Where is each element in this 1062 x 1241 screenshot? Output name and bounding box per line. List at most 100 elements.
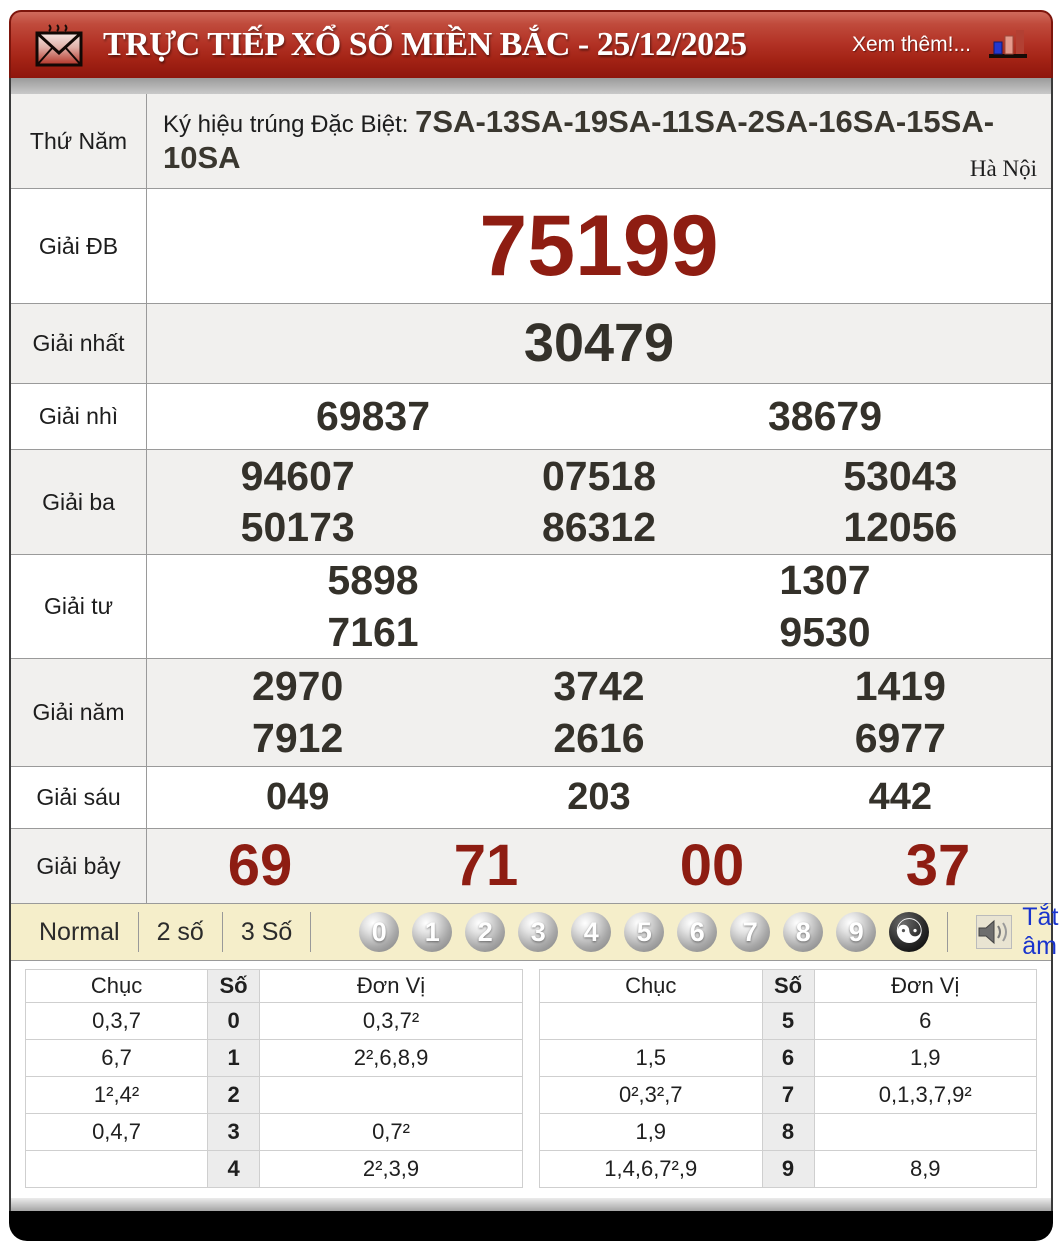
special-sign-row: Thứ Năm Ký hiệu trúng Đặc Biệt: 7SA-13SA… [11,94,1051,189]
ball-3[interactable]: 3 [518,912,559,952]
col-header-tens: Chục [539,969,763,1003]
units-cell: 0,3,7² [259,1002,523,1040]
table-row: 1,9 8 [539,1113,1037,1151]
special-sign-codes: 7SA-13SA-19SA-11SA-2SA-16SA-15SA-10SA [163,104,995,175]
digit-cell: 9 [761,1150,815,1188]
prize-number: 69 [227,832,293,898]
prize-row-second: Giải nhì 69837 38679 [11,384,1051,450]
see-more-link[interactable]: Xem thêm!... [851,33,971,56]
digit-cell: 0 [207,1002,261,1040]
lottery-widget: TRỰC TIẾP XỔ SỐ MIỀN BẮC - 25/12/2025 Xe… [9,10,1058,1241]
col-header-units: Đơn Vị [259,969,523,1003]
mode-3-digits[interactable]: 3 Số [240,917,293,946]
prize-number: 2616 [553,714,645,761]
region-label: Hà Nội [969,156,1037,181]
ball-7[interactable]: 7 [730,912,771,952]
prize-number: 6977 [854,714,946,761]
table-row: 0,4,7 3 0,7² [24,1113,523,1151]
prize-number: 69837 [315,392,430,439]
prize-number: 049 [265,775,330,818]
tens-cell: 0,4,7 [24,1113,209,1151]
bar-chart-icon[interactable] [987,27,1029,63]
separator [137,912,139,952]
prize-number: 1307 [779,557,871,604]
prize-number: 7161 [327,608,419,655]
digit-cell: 3 [207,1113,261,1151]
tens-cell: 1,4,6,7²,9 [539,1150,763,1188]
units-cell: 0,7² [259,1113,523,1151]
col-header-tens: Chục [24,969,209,1003]
table-row: 0,3,7 0 0,3,7² [24,1002,523,1040]
ball-4[interactable]: 4 [571,912,612,952]
ball-9[interactable]: 9 [836,912,877,952]
table-row: 0²,3²,7 7 0,1,3,7,9² [539,1076,1037,1114]
digit-cell: 6 [761,1039,815,1077]
prize-number: 75199 [479,197,719,294]
col-header-digit: Số [761,969,815,1003]
units-cell: 8,9 [813,1150,1037,1188]
speaker-icon[interactable] [976,915,1013,949]
footer-divider [9,1198,1053,1211]
prize-label: Giải nhì [11,384,147,449]
prize-label: Giải sáu [11,767,147,828]
ball-8[interactable]: 8 [783,912,824,952]
number-balls: 0 1 2 3 4 5 6 7 8 9 ☯ [359,912,930,952]
mode-normal[interactable]: Normal [39,917,120,946]
prize-row-first: Giải nhất 30479 [11,304,1051,384]
prize-number: 5898 [327,557,419,604]
table-row: 4 2²,3,9 [24,1150,523,1188]
tens-cell: 0²,3²,7 [539,1076,763,1114]
prize-number: 3742 [553,663,645,710]
prize-row-fifth: Giải năm 2970 3742 1419 7912 2616 6977 [11,659,1051,767]
special-sign-caption: Ký hiệu trúng Đặc Biệt: [163,111,416,138]
units-cell: 6 [813,1002,1037,1040]
table-row: 1²,4² 2 [24,1076,523,1114]
units-cell [813,1113,1037,1151]
units-cell [259,1076,523,1114]
prize-number: 38679 [767,392,882,439]
ball-1[interactable]: 1 [412,912,453,952]
table-row: 1,4,6,7²,9 9 8,9 [539,1150,1037,1188]
prize-label: Giải bảy [11,829,147,903]
summary-table-right: Chục Số Đơn Vị 5 6 1,5 6 1,9 0²,3²,7 7 [539,969,1037,1188]
separator [310,912,312,952]
tens-cell [24,1150,209,1188]
ball-2[interactable]: 2 [465,912,506,952]
prize-label: Giải năm [11,659,147,766]
tens-cell: 0,3,7 [24,1002,209,1040]
digit-cell: 8 [761,1113,815,1151]
ball-6[interactable]: 6 [677,912,718,952]
mute-button[interactable]: Tắt âm [1022,903,1059,960]
prize-number: 203 [567,775,631,818]
prize-number: 07518 [541,452,656,499]
ball-0[interactable]: 0 [359,912,400,952]
prize-row-special: Giải ĐB 75199 [11,189,1051,304]
yin-yang-icon[interactable]: ☯ [889,912,930,952]
separator [947,912,949,952]
digit-cell: 2 [207,1076,261,1114]
digit-summary: Chục Số Đơn Vị 0,3,7 0 0,3,7² 6,7 1 2²,6… [11,961,1051,1198]
prize-number: 86312 [541,504,656,550]
tens-cell: 6,7 [24,1039,209,1077]
col-header-units: Đơn Vị [813,969,1037,1003]
special-sign-cell: Ký hiệu trúng Đặc Biệt: 7SA-13SA-19SA-11… [147,94,1051,188]
table-row: 5 6 [539,1002,1037,1040]
prize-label: Giải ba [11,450,147,554]
page-title: TRỰC TIẾP XỔ SỐ MIỀN BẮC - 25/12/2025 [103,26,747,63]
prize-number: 2970 [252,663,344,710]
prize-row-seventh: Giải bảy 69 71 00 37 [11,829,1051,904]
prize-row-third: Giải ba 94607 07518 53043 50173 86312 12… [11,450,1051,555]
summary-table-left: Chục Số Đơn Vị 0,3,7 0 0,3,7² 6,7 1 2²,6… [24,969,523,1188]
ball-5[interactable]: 5 [624,912,665,952]
digit-cell: 5 [761,1002,815,1040]
prize-number: 1419 [854,663,946,710]
mode-2-digits[interactable]: 2 số [156,917,204,946]
footer-bar [9,1211,1053,1241]
results-table: Thứ Năm Ký hiệu trúng Đặc Biệt: 7SA-13SA… [9,94,1058,1198]
tens-cell: 1²,4² [24,1076,209,1114]
prize-label: Giải ĐB [11,189,147,303]
tens-cell: 1,5 [539,1039,763,1077]
prize-number: 00 [679,832,745,898]
digit-cell: 1 [207,1039,261,1077]
col-header-digit: Số [207,969,261,1003]
